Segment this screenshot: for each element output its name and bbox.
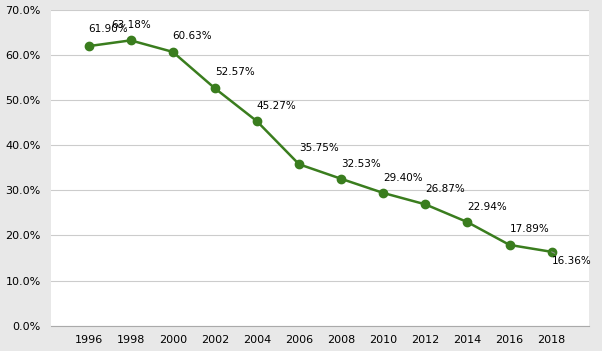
Text: 32.53%: 32.53% (341, 159, 381, 168)
Text: 35.75%: 35.75% (299, 143, 339, 153)
Text: 26.87%: 26.87% (426, 184, 465, 194)
Text: 17.89%: 17.89% (509, 225, 549, 234)
Text: 60.63%: 60.63% (173, 31, 213, 41)
Text: 52.57%: 52.57% (215, 67, 255, 77)
Text: 29.40%: 29.40% (383, 173, 423, 183)
Text: 45.27%: 45.27% (257, 101, 297, 111)
Text: 61.90%: 61.90% (88, 25, 128, 34)
Text: 63.18%: 63.18% (111, 20, 150, 30)
Text: 22.94%: 22.94% (467, 202, 507, 212)
Text: 16.36%: 16.36% (551, 252, 591, 266)
